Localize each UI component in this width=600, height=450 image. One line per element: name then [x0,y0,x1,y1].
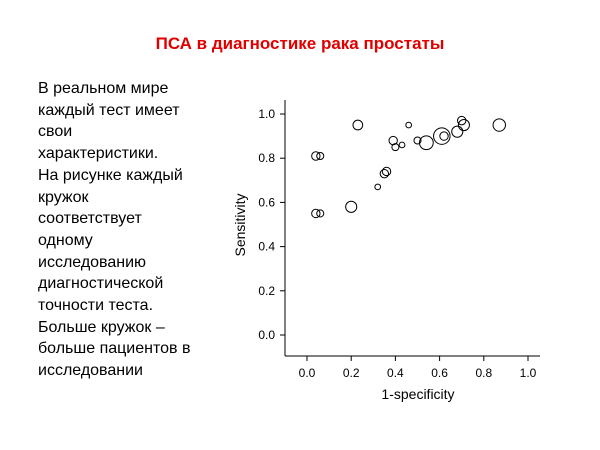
x-axis-label: 1-specificity [381,386,454,402]
body-text-line: точности теста. [38,297,154,315]
data-point [418,135,434,151]
body-text-line: характеристики. [38,145,159,163]
data-point [381,166,392,177]
data-points [311,115,506,219]
body-text: В реальном мире каждый тест имеет свои х… [38,78,238,382]
body-text-line: кружок [38,188,89,206]
x-tick-label: 0.2 [343,366,360,380]
data-point [413,136,422,145]
y-ticks: 0.0 0.2 0.4 0.6 0.8 1.0 [258,107,285,342]
y-axis-label: Sensitivity [232,193,248,256]
x-ticks: 0.0 0.2 0.4 0.6 0.8 1.0 [299,356,537,380]
x-tick-label: 0.6 [431,366,448,380]
data-point [352,119,364,131]
y-tick-label: 1.0 [258,107,275,121]
body-text-line: На рисунке каждый [38,166,183,184]
slide-title: ПСА в диагностике рака простаты [155,34,445,53]
body-text-line: свои [38,123,73,141]
x-tick-label: 0.8 [475,366,492,380]
body-text-line: каждый тест имеет [38,101,180,119]
y-tick-label: 0.6 [258,195,275,209]
body-text-line: соответствует [38,210,142,228]
body-text-line: диагностической [38,275,164,293]
data-point [433,127,451,145]
body-text-line: одному [38,231,93,249]
y-tick-label: 0.4 [258,240,275,254]
body-text-line: В реальном мире [38,80,169,97]
data-point [391,143,400,152]
body-text-line: исследовании [38,362,143,380]
y-tick-label: 0.0 [258,328,275,342]
data-point [311,208,321,219]
y-tick-label: 0.2 [258,284,275,298]
data-point [316,151,325,161]
x-tick-label: 1.0 [520,366,537,380]
data-point [398,141,406,149]
y-tick-label: 0.8 [258,151,275,165]
data-point [374,183,382,191]
data-point [451,125,464,138]
plot-area [284,100,540,357]
data-point [345,200,358,213]
body-text-line: Больше кружок – [38,318,165,336]
data-point [379,168,390,179]
data-point [457,115,467,126]
body-text-line: больше пациентов в [38,340,191,358]
data-point [316,209,325,218]
data-point [457,119,470,132]
data-point [439,131,449,141]
x-tick-label: 0.0 [299,366,316,380]
data-point [492,118,506,132]
body-text-line: исследованию [38,253,147,271]
data-point [405,121,413,129]
data-point [311,151,321,161]
x-tick-label: 0.4 [387,366,404,380]
